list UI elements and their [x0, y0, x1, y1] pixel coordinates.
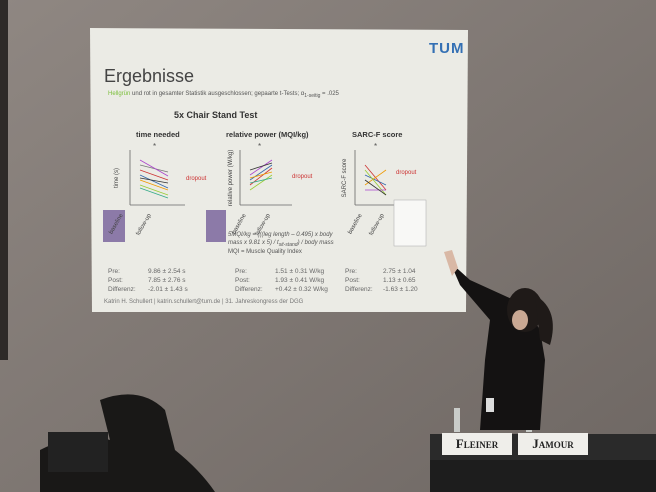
- formula-end: ) / body mass: [297, 240, 334, 246]
- stats-value: 9.86 ± 2.54 s: [148, 268, 186, 275]
- stats-row: Differenz: -1.63 ± 1.20: [345, 285, 418, 294]
- questionnaire-thumb: [393, 199, 427, 247]
- panel-title: time needed: [136, 130, 180, 139]
- dropout-tag: dropout: [396, 170, 417, 176]
- face: [512, 310, 528, 330]
- stats-row: Pre: 2.75 ± 1.04: [345, 267, 418, 276]
- bottle: [454, 408, 460, 432]
- stats-value: 1.93 ± 0.41 W/kg: [275, 277, 325, 284]
- stats-label: Post:: [345, 277, 360, 284]
- name-plate: Jamour: [518, 433, 588, 455]
- stats-value: 1.51 ± 0.31 W/kg: [275, 268, 325, 275]
- footer: Katrin H. Schullert | katrin.schullert@t…: [104, 299, 304, 305]
- note: Hellgrün und rot in gesamter Statistik a…: [108, 91, 339, 99]
- stats-label: Pre:: [345, 268, 357, 275]
- significance: *: [374, 142, 378, 151]
- formula: 5MQI/kg = (((leg length – 0.495) x body …: [228, 231, 338, 249]
- stats-value: 7.85 ± 2.76 s: [148, 277, 186, 284]
- stats-label: Post:: [108, 277, 123, 284]
- stats-value: 2.75 ± 1.04: [383, 268, 416, 275]
- stats-row: Differenz: -2.01 ± 1.43 s: [108, 285, 188, 294]
- stats-label: Pre:: [235, 268, 247, 275]
- door-edge: [0, 0, 8, 360]
- stats-row: Post: 1.13 ± 0.65: [345, 276, 418, 285]
- stats: Pre: 1.51 ± 0.31 W/kg Post: 1.93 ± 0.41 W/…: [235, 267, 328, 294]
- badge: [486, 398, 494, 412]
- stats-row: Differenz: +0.42 ± 0.32 W/kg: [235, 285, 328, 294]
- stats-row: Pre: 9.86 ± 2.54 s: [108, 267, 188, 276]
- stats-row: Pre: 1.51 ± 0.31 W/kg: [235, 267, 328, 276]
- stats-label: Pre:: [108, 268, 120, 275]
- stats-label: Differenz:: [345, 286, 373, 293]
- laptop: [48, 432, 108, 472]
- panel-title: SARC-F score: [352, 130, 403, 139]
- test-title: 5x Chair Stand Test: [174, 110, 258, 120]
- slide-title: Ergebnisse: [104, 66, 195, 86]
- logo: TUM: [429, 40, 465, 57]
- mqi-note: MQI = Muscle Quality Index: [228, 249, 302, 255]
- stats: Pre: 9.86 ± 2.54 s Post: 7.85 ± 2.76 s Dif…: [108, 267, 188, 294]
- formula-sub: sit-stand: [278, 242, 298, 249]
- note-sub: 1-seitig: [304, 93, 321, 100]
- dropout-tag: dropout: [292, 174, 313, 180]
- dropout-tag: dropout: [186, 176, 207, 182]
- hand: [444, 250, 458, 276]
- name-plate: Fleiner: [442, 433, 512, 455]
- note-end: = .025: [320, 91, 339, 97]
- significance: *: [258, 142, 262, 151]
- y-label: relative power (W/kg): [228, 150, 234, 207]
- stats: Pre: 2.75 ± 1.04 Post: 1.13 ± 0.65 Differe…: [345, 267, 418, 294]
- stats-row: Post: 7.85 ± 2.76 s: [108, 276, 188, 285]
- stats-value: -1.63 ± 1.20: [383, 286, 418, 293]
- stats-value: -2.01 ± 1.43 s: [148, 286, 188, 293]
- stats-label: Differenz:: [235, 286, 263, 293]
- stats-value: 1.13 ± 0.65: [383, 277, 416, 284]
- stats-label: Post:: [235, 277, 250, 284]
- photo-thumb: [206, 210, 226, 242]
- table-front: [430, 460, 656, 492]
- stats-label: Differenz:: [108, 286, 136, 293]
- note-text: und rot in gesamter Statistik ausgeschlo…: [130, 91, 305, 97]
- formula-text: 5MQI/kg = (((leg length – 0.495) x body …: [228, 232, 333, 246]
- mini-chart: [129, 150, 398, 206]
- y-label: SARC-F score: [342, 158, 348, 197]
- panel-title: relative power (MQI/kg): [226, 130, 309, 139]
- stats-row: Post: 1.93 ± 0.41 W/kg: [235, 276, 328, 285]
- y-label: time (s): [114, 168, 120, 188]
- note-highlight: Hellgrün: [108, 91, 131, 97]
- photo-thumb: [103, 210, 125, 242]
- significance: *: [153, 142, 157, 151]
- stats-value: +0.42 ± 0.32 W/kg: [275, 286, 328, 293]
- projected-slide: [90, 28, 468, 312]
